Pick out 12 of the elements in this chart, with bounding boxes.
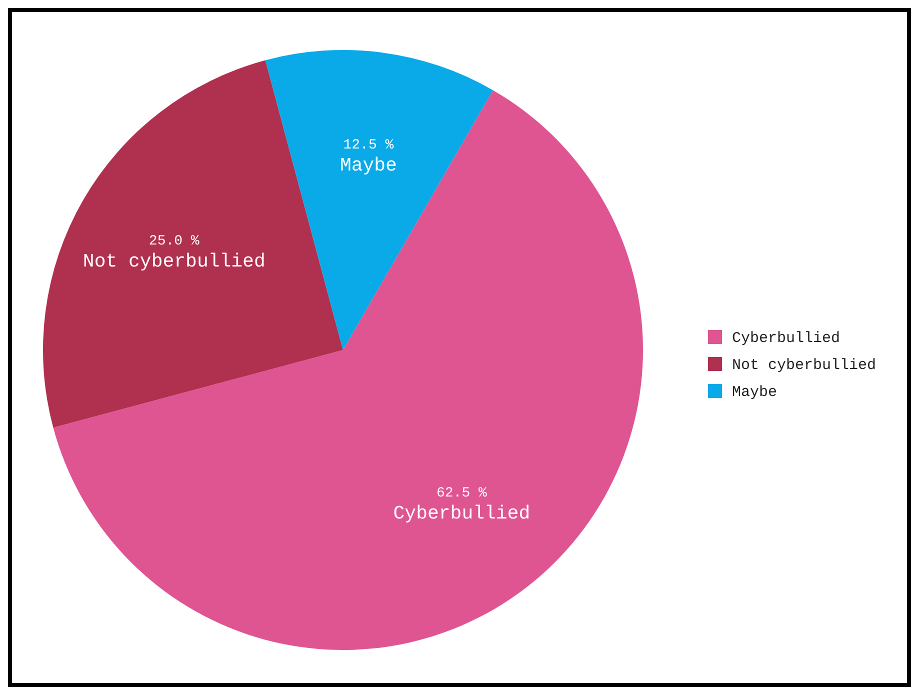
slice-label: Cyberbullied [393,502,530,525]
legend-label: Cyberbullied [732,330,840,347]
data-label: 62.5 % [436,486,488,502]
pie-slice [53,90,643,650]
data-label: 25.0 % [148,234,200,250]
pie-slice [265,50,493,350]
slice-label: Maybe [340,154,397,177]
data-label: 12.5 % [343,138,394,154]
pie-slice [43,60,343,428]
slice-label: Not cyberbullied [82,250,266,272]
legend-label: Not cyberbullied [732,357,876,374]
legend-label: Maybe [732,384,778,401]
